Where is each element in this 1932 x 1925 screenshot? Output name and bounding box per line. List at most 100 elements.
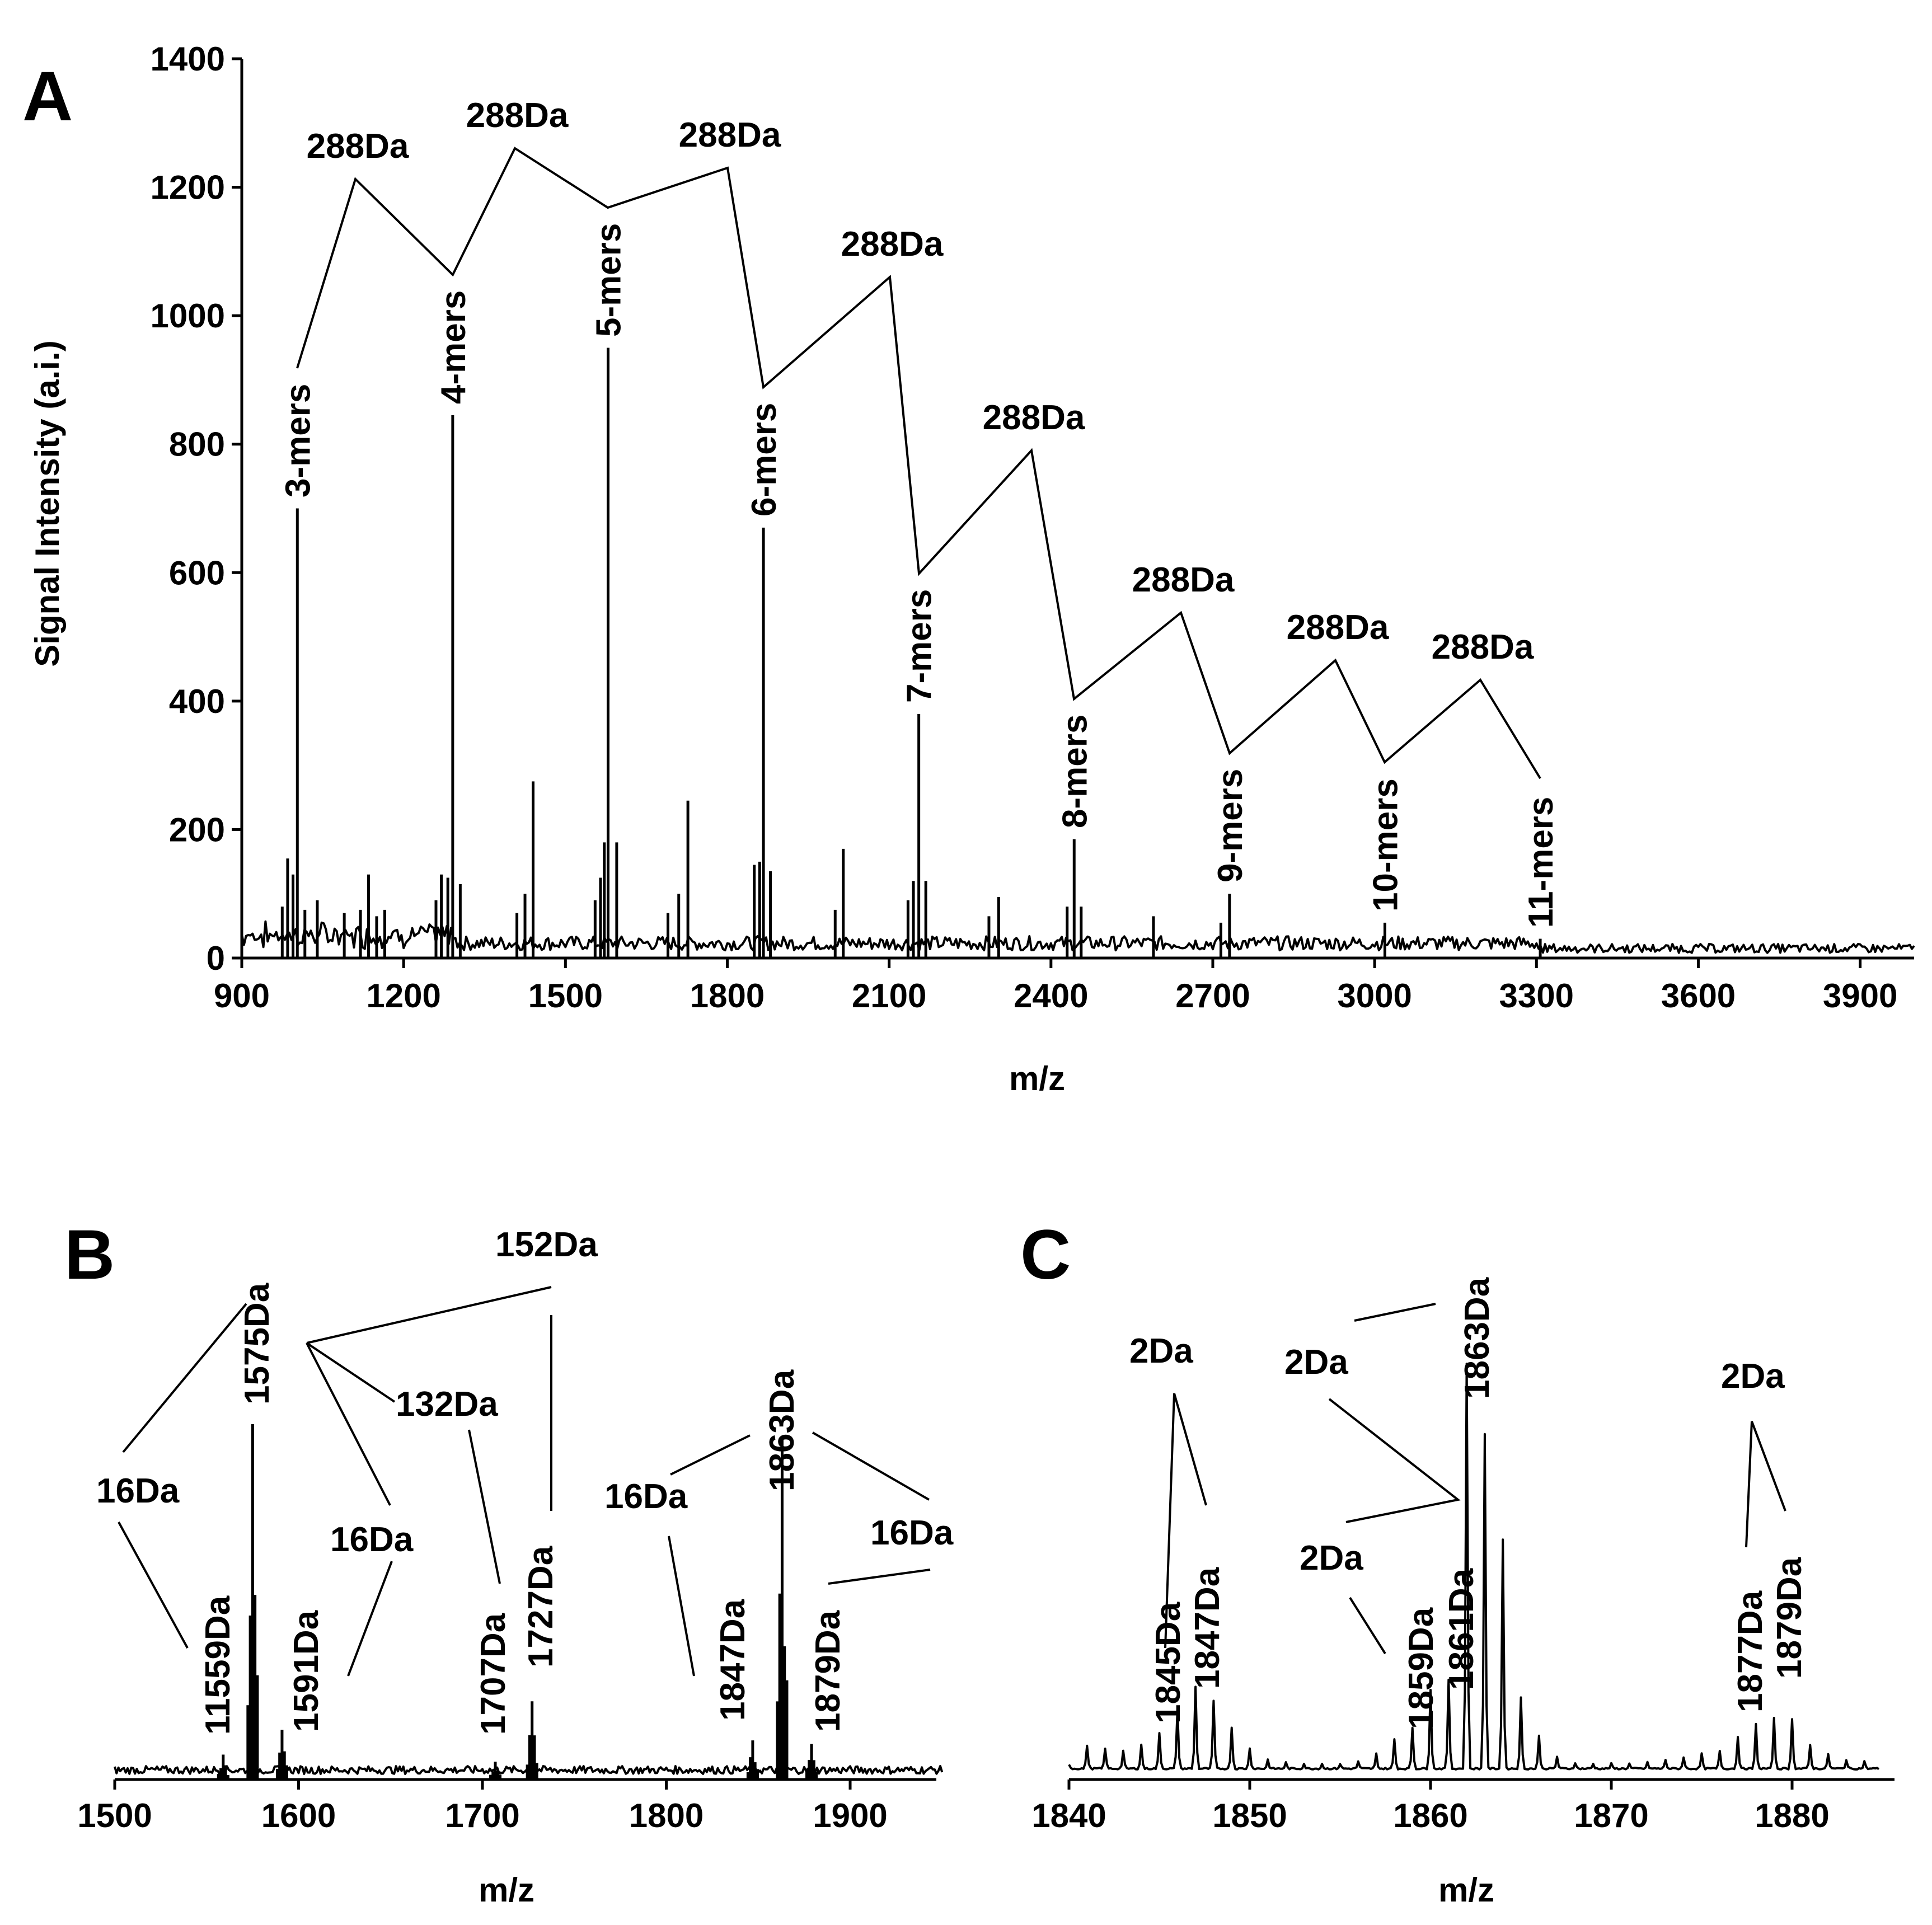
c-diff-label: 2Da bbox=[1129, 1332, 1193, 1370]
b-diff-label: 16Da bbox=[604, 1477, 688, 1516]
panel-c-x-axis-title: m/z bbox=[1438, 1871, 1494, 1909]
panel-a-mass-difference-label: 288Da bbox=[983, 398, 1085, 437]
panel-a-x-tick-label: 1500 bbox=[528, 977, 603, 1015]
panel-a-oligomer-label: 7-mers bbox=[901, 589, 939, 703]
panel-b-x-axis-title: m/z bbox=[479, 1871, 534, 1909]
b-peak-label: 1727Da bbox=[522, 1546, 560, 1668]
panel-a-x-tick-label: 2400 bbox=[1014, 977, 1088, 1015]
panel-c-x-tick-label: 1870 bbox=[1574, 1797, 1648, 1834]
b-connector-line bbox=[670, 1434, 751, 1476]
panel-c: C m/z 1840 1850 1860 1870 1880 2Da 2Da 2Da 2… bbox=[1020, 1216, 1895, 1909]
c-peak-label: 1877Da bbox=[1731, 1590, 1770, 1712]
c-connector-line bbox=[1328, 1398, 1461, 1523]
c-peak-label: 1859Da bbox=[1402, 1607, 1441, 1729]
panel-b: B m/z 1500 1600 1700 1800 1900 16Da 152Da 13… bbox=[64, 1216, 954, 1909]
b-connector-line bbox=[118, 1522, 189, 1649]
c-peak-label: 1845Da bbox=[1149, 1602, 1188, 1724]
panel-a-y-tick-label: 600 bbox=[169, 554, 225, 591]
c-diff-label: 2Da bbox=[1284, 1343, 1348, 1382]
panel-a-x-tick-label: 3000 bbox=[1337, 977, 1412, 1015]
b-connector-line bbox=[306, 1342, 391, 1506]
panel-a-y-tick-label: 1400 bbox=[151, 40, 225, 78]
panel-a-x-tick-label: 900 bbox=[214, 977, 270, 1015]
c-connector-line bbox=[1354, 1303, 1436, 1322]
panel-c-x-tick-label: 1840 bbox=[1031, 1797, 1106, 1834]
panel-a-mass-difference-label: 288Da bbox=[1432, 628, 1534, 666]
panel-a-mass-difference-zigzag bbox=[296, 147, 1541, 780]
panel-b-x-tick-label: 1900 bbox=[813, 1797, 887, 1834]
c-peak-label: 1861Da bbox=[1442, 1568, 1481, 1690]
b-peak-label: 11559Da bbox=[199, 1595, 237, 1735]
panel-a-x-tick-label: 3300 bbox=[1499, 977, 1574, 1015]
panel-a-annotations: 3-mers 4-mers 5-mers 6-mers 7-mers 8-mers 9-me… bbox=[279, 96, 1560, 928]
panel-a-spectrum bbox=[241, 348, 1915, 958]
b-connector-line bbox=[306, 1342, 396, 1403]
panel-a-x-tick-label: 1200 bbox=[366, 977, 440, 1015]
panel-a-mass-difference-label: 288Da bbox=[466, 96, 569, 135]
c-connector-line bbox=[1164, 1393, 1207, 1649]
b-diff-label: 16Da bbox=[96, 1472, 180, 1510]
panel-c-axes: 1840 1850 1860 1870 1880 bbox=[1031, 1778, 1895, 1834]
b-peak-label: 1847Da bbox=[714, 1599, 752, 1721]
b-diff-label: 16Da bbox=[870, 1514, 954, 1552]
panel-b-spectrum bbox=[114, 1424, 944, 1780]
panel-a-oligomer-label: 3-mers bbox=[279, 384, 317, 497]
c-connectors bbox=[1164, 1303, 1786, 1655]
panel-a-oligomer-label: 10-mers bbox=[1366, 778, 1405, 912]
panel-a: A Signal Intensity (a.i.) m/z 0 200 400 600… bbox=[22, 40, 1915, 1097]
b-peak-label: 1575Da bbox=[238, 1283, 276, 1405]
b-peak-label: 1879Da bbox=[809, 1610, 847, 1732]
b-connector-line bbox=[668, 1536, 695, 1677]
panel-a-y-tick-label: 1000 bbox=[151, 297, 225, 335]
panel-a-oligomer-label: 5-mers bbox=[589, 223, 628, 337]
panel-a-y-tick-label: 200 bbox=[169, 811, 225, 848]
b-peak-label: 1707Da bbox=[474, 1613, 513, 1735]
panel-c-spectrum-line bbox=[1068, 1363, 1880, 1771]
panel-a-x-tick-label: 3900 bbox=[1823, 977, 1897, 1015]
panel-a-y-tick-label: 400 bbox=[169, 683, 225, 720]
panel-b-axes: 1500 1600 1700 1800 1900 bbox=[77, 1778, 936, 1834]
panel-b-x-tick-label: 1600 bbox=[261, 1797, 336, 1834]
b-connectors bbox=[118, 1286, 931, 1677]
b-peak-label: 1591Da bbox=[287, 1610, 326, 1732]
panel-a-oligomer-label: 9-mers bbox=[1211, 769, 1250, 882]
panel-a-axes: 0 200 400 600 800 1000 1200 1400 900 1200 1500 1800… bbox=[151, 40, 1914, 1015]
c-peak-label: 1863Da bbox=[1458, 1277, 1497, 1399]
c-diff-label: 2Da bbox=[1300, 1539, 1363, 1577]
b-connector-line bbox=[812, 1431, 930, 1501]
panel-a-x-tick-label: 3600 bbox=[1661, 977, 1736, 1015]
b-connector-line bbox=[306, 1286, 552, 1344]
panel-b-x-tick-label: 1500 bbox=[77, 1797, 152, 1834]
panel-c-letter: C bbox=[1020, 1216, 1071, 1294]
panel-a-oligomer-label: 6-mers bbox=[745, 403, 784, 517]
panel-a-letter: A bbox=[22, 58, 73, 135]
panel-a-x-tick-label: 1800 bbox=[690, 977, 765, 1015]
panel-a-y-tick-label: 1200 bbox=[151, 169, 225, 206]
c-diff-label: 2Da bbox=[1721, 1357, 1785, 1396]
panel-c-spectrum bbox=[1068, 1363, 1880, 1771]
panel-a-oligomer-label: 4-mers bbox=[434, 290, 473, 404]
c-peak-label: 1879Da bbox=[1770, 1557, 1809, 1679]
panel-a-baseline-noise bbox=[241, 920, 1915, 954]
panel-c-x-tick-label: 1880 bbox=[1755, 1797, 1829, 1834]
panel-b-x-tick-label: 1700 bbox=[445, 1797, 519, 1834]
b-peak-label: 1863Da bbox=[763, 1369, 801, 1491]
panel-c-x-tick-label: 1860 bbox=[1393, 1797, 1467, 1834]
panel-a-x-axis-title: m/z bbox=[1009, 1060, 1065, 1097]
panel-b-x-tick-label: 1800 bbox=[629, 1797, 704, 1834]
b-connector-line bbox=[347, 1561, 393, 1677]
panel-a-x-tick-label: 2700 bbox=[1175, 977, 1250, 1015]
panel-b-letter: B bbox=[64, 1216, 115, 1294]
c-peak-label: 1847Da bbox=[1188, 1567, 1227, 1689]
panel-c-x-tick-label: 1850 bbox=[1212, 1797, 1287, 1834]
panel-a-mass-difference-label: 288Da bbox=[1287, 608, 1389, 647]
panel-a-mass-difference-label: 288Da bbox=[1132, 561, 1235, 599]
panel-a-oligomer-label: 11-mers bbox=[1522, 797, 1560, 928]
b-diff-label: 132Da bbox=[396, 1385, 498, 1424]
panel-a-mass-difference-label: 288Da bbox=[679, 116, 781, 154]
b-diff-label: 16Da bbox=[330, 1520, 414, 1559]
c-connector-line bbox=[1349, 1597, 1386, 1655]
b-connector-line bbox=[122, 1303, 247, 1453]
b-diff-label: 152Da bbox=[495, 1226, 598, 1264]
panel-a-y-tick-label: 0 bbox=[207, 940, 225, 977]
